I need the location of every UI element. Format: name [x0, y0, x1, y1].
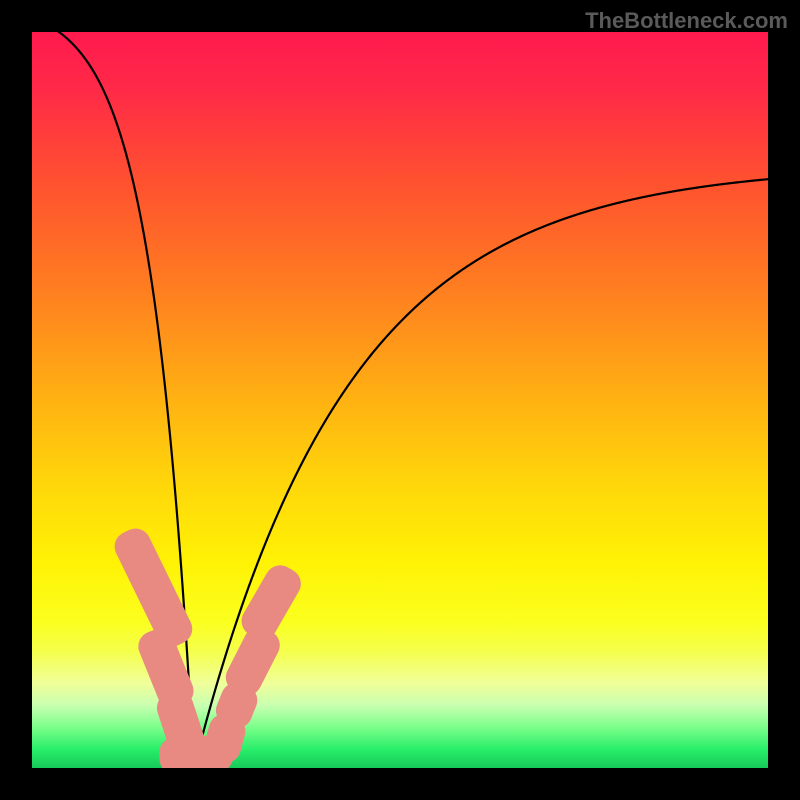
plot-svg — [32, 32, 768, 768]
watermark-text: TheBottleneck.com — [585, 8, 788, 34]
chart-frame: TheBottleneck.com — [0, 0, 800, 800]
plot-area — [32, 32, 768, 768]
